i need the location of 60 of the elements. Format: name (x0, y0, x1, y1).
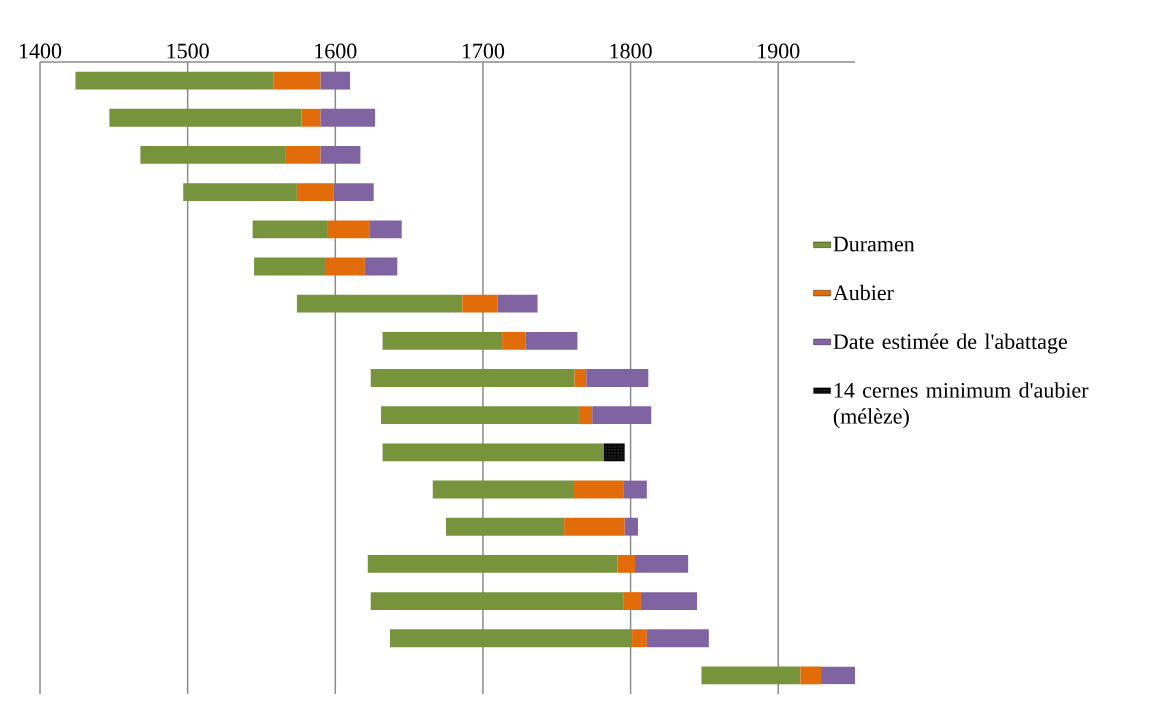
bar (821, 666, 856, 685)
bar (381, 406, 579, 425)
bar (604, 443, 625, 462)
bar (296, 183, 334, 202)
bar (320, 146, 361, 164)
x-tick-label: 1700 (462, 43, 505, 59)
bar (367, 554, 618, 573)
bar (624, 517, 638, 536)
bar (369, 220, 402, 239)
bar (320, 71, 351, 90)
bar (525, 331, 578, 350)
x-tick-label: 1400 (19, 43, 62, 59)
legend-label: Duramen (833, 236, 915, 252)
bar (285, 146, 321, 164)
bar (617, 554, 636, 573)
bar (497, 294, 538, 313)
bar (446, 517, 565, 536)
bar (382, 443, 605, 462)
bar (327, 220, 370, 239)
bar (640, 592, 698, 610)
bar (333, 183, 374, 202)
legend-label: 14 cernes minimum d'aubier (mélèze) (833, 382, 1089, 429)
bar (296, 294, 463, 313)
bar (578, 406, 593, 425)
bar (586, 369, 649, 387)
bar (623, 592, 641, 610)
bar (502, 331, 526, 350)
bar (109, 108, 302, 127)
bar (364, 257, 398, 276)
bar (273, 71, 321, 90)
bar (574, 369, 587, 387)
x-tick-label: 1600 (315, 43, 357, 59)
bar (573, 480, 624, 499)
bar (646, 629, 709, 648)
bar (320, 108, 376, 127)
legend-label: Aubier (833, 284, 894, 301)
x-tick-label: 1900 (758, 43, 800, 59)
bar (370, 592, 624, 610)
bar (254, 257, 325, 276)
bar (382, 331, 503, 350)
bar (632, 629, 647, 648)
x-tick-label: 1500 (167, 43, 209, 59)
bar (183, 183, 297, 202)
bar (301, 108, 321, 127)
bar (432, 480, 573, 499)
bar (140, 146, 286, 164)
bar (389, 629, 633, 648)
bar (623, 480, 647, 499)
bar (592, 406, 652, 425)
bar (75, 71, 274, 90)
bar (701, 666, 801, 685)
bar (800, 666, 822, 685)
bar (462, 294, 498, 313)
legend-label: Date estimée de l'abattage (833, 333, 1067, 354)
bar (564, 517, 625, 536)
bar (324, 257, 365, 276)
bar (370, 369, 575, 387)
x-tick-label: 1800 (610, 43, 652, 59)
bar (252, 220, 328, 239)
bar (635, 554, 689, 573)
